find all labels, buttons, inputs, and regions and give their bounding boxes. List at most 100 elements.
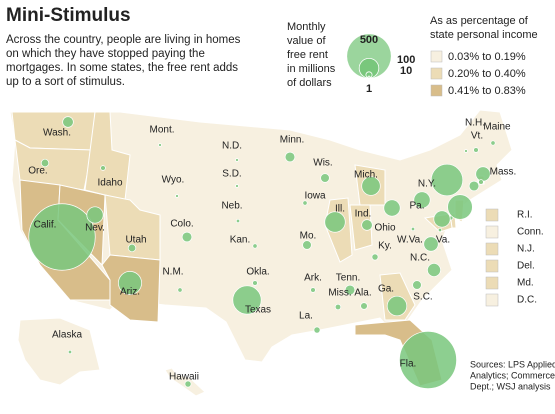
state-bubble — [252, 280, 258, 286]
state-label: Mich. — [354, 170, 378, 181]
bubble-legend-label: 10 — [400, 65, 412, 77]
state-bubble — [284, 151, 296, 163]
bubble-legend-circle — [347, 34, 391, 78]
state-bubble — [473, 147, 479, 153]
color-legend-title: state personal income — [430, 29, 538, 41]
state-bubble — [386, 295, 408, 317]
small-state-swatch — [485, 259, 499, 273]
state-label: Texas — [245, 305, 271, 316]
state-label: Alaska — [52, 330, 82, 341]
state-label: La. — [299, 311, 313, 322]
state-label: N.M. — [162, 267, 183, 278]
state-label: Iowa — [304, 191, 326, 202]
source-line: Dept.; WSJ analysis — [470, 381, 551, 391]
state-bubble — [302, 240, 312, 250]
state-label: Wyo. — [162, 175, 185, 186]
bubble-legend-title: in millions — [287, 63, 336, 75]
state-bubble — [437, 227, 443, 233]
state-shape — [84, 111, 131, 201]
state-label: S.D. — [222, 169, 241, 180]
description: Across the country, people are living in… — [6, 34, 241, 88]
state-label: R.I. — [517, 210, 533, 221]
state-label: Neb. — [221, 201, 242, 212]
state-label: Fla. — [400, 359, 417, 370]
state-bubble — [324, 211, 346, 233]
state-bubble — [361, 219, 373, 231]
description-line: mortgages. In some states, the free rent… — [6, 62, 238, 74]
state-bubble — [475, 166, 491, 182]
state-bubble — [383, 199, 401, 217]
state-label: W.Va. — [397, 235, 423, 246]
color-legend-label: 0.41% to 0.83% — [448, 85, 526, 97]
state-label: N.Y. — [418, 179, 436, 190]
color-swatch — [430, 50, 443, 63]
state-bubble — [464, 149, 468, 153]
state-label: Pa. — [409, 201, 424, 212]
state-bubble — [490, 140, 496, 146]
small-state-swatch — [485, 293, 499, 307]
color-legend-label: 0.20% to 0.40% — [448, 68, 526, 80]
state-label: Va. — [436, 235, 450, 246]
state-label: N.D. — [222, 141, 242, 152]
state-label: Ore. — [28, 166, 47, 177]
state-bubble — [158, 143, 162, 147]
state-bubble — [40, 158, 50, 168]
state-label: Ill. — [335, 204, 345, 215]
small-state-swatch — [485, 242, 499, 256]
state-bubble — [371, 253, 379, 261]
color-legend: As as percentage of state personal income… — [430, 15, 538, 97]
state-shape — [17, 317, 101, 386]
bubble-legend: Monthly value of free rent in millions of do… — [287, 21, 415, 95]
bubble-legend-title: free rent — [287, 49, 328, 61]
state-label: Tenn. — [336, 273, 360, 284]
title: Mini-Stimulus — [6, 5, 131, 26]
bubbles — [28, 116, 496, 389]
state-label: Mass. — [490, 167, 517, 178]
description-line: Across the country, people are living in… — [6, 34, 241, 46]
source-line: Analytics; Commerce — [470, 370, 555, 380]
state-label: Hawaii — [169, 372, 199, 383]
state-label: Ala. — [354, 288, 371, 299]
state-label: Maine — [483, 122, 511, 133]
state-label: Kan. — [230, 235, 251, 246]
state-bubble — [447, 194, 473, 220]
bubble-legend-title: of dollars — [287, 77, 332, 89]
state-label: Ind. — [355, 209, 372, 220]
state-bubble — [235, 158, 239, 162]
state-label: Ohio — [374, 223, 396, 234]
state-bubble — [410, 226, 416, 232]
state-label: D.C. — [517, 295, 537, 306]
state-label: Mont. — [149, 125, 174, 136]
state-bubble — [344, 284, 356, 296]
description-line: up to a sort of stimulus. — [6, 76, 125, 88]
state-label: Okla. — [246, 267, 269, 278]
state-bubble — [232, 285, 262, 315]
state-label: Colo. — [170, 219, 193, 230]
state-bubble — [478, 179, 484, 185]
state-label: Conn. — [517, 227, 544, 238]
state-label: Del. — [517, 261, 535, 272]
state-label: Wis. — [313, 158, 332, 169]
state-bubble — [412, 280, 422, 290]
small-state-swatch — [485, 276, 499, 290]
small-state-swatch — [485, 225, 499, 239]
state-bubble — [67, 349, 73, 355]
state-bubble — [62, 116, 74, 128]
state-labels: Wash. Ore. Calif. Nev. Idaho Mont. Utah Ariz. Wy… — [28, 118, 543, 383]
state-bubble — [413, 191, 431, 209]
state-bubble — [100, 165, 106, 171]
bubble-legend-label: 100 — [397, 54, 415, 66]
state-shape — [164, 367, 206, 397]
state-bubble — [360, 302, 368, 310]
description-line: on which they have stopped paying the — [6, 48, 205, 60]
state-label: N.J. — [517, 244, 535, 255]
state-bubble — [302, 200, 308, 206]
state-label: Ga. — [378, 284, 394, 295]
state-label: Md. — [517, 278, 534, 289]
state-bubble — [28, 203, 96, 271]
state-bubble — [320, 173, 330, 183]
state-label: S.C. — [413, 292, 432, 303]
color-swatch — [430, 67, 443, 80]
